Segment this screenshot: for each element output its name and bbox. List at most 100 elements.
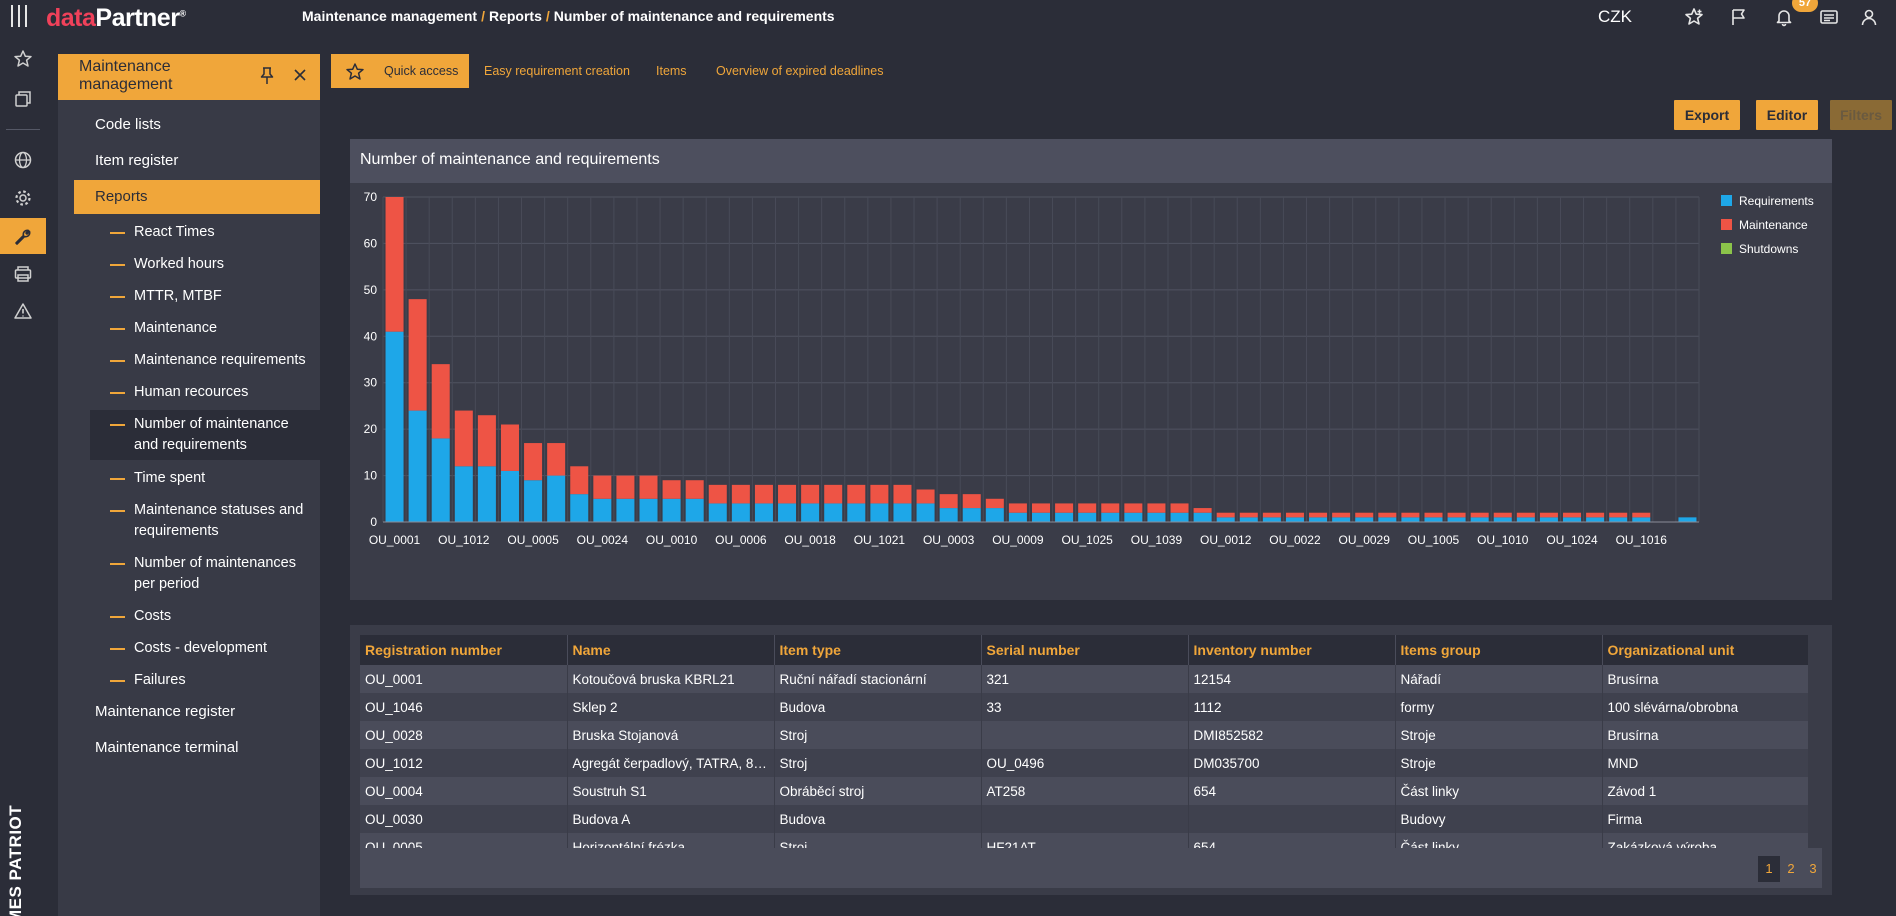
editor-button[interactable]: Editor bbox=[1756, 100, 1818, 130]
rail-divider bbox=[6, 129, 40, 130]
column-header[interactable]: Serial number bbox=[981, 635, 1189, 665]
sidebar-subitem-human-recources[interactable]: Human recources bbox=[90, 378, 320, 407]
page-button-1[interactable]: 1 bbox=[1758, 856, 1780, 882]
sidebar-subitem-maintenance[interactable]: Maintenance bbox=[90, 314, 320, 343]
table-row[interactable]: OU_1012 Agregát čerpadlový, TATRA, 815,..… bbox=[360, 749, 1813, 777]
close-icon[interactable] bbox=[292, 67, 308, 83]
sidebar-subitem-costs-development[interactable]: Costs - development bbox=[90, 634, 320, 663]
warning-icon[interactable] bbox=[0, 293, 46, 329]
bar-segment bbox=[570, 466, 589, 495]
tab-easy-requirement-creation[interactable]: Easy requirement creation bbox=[484, 64, 630, 78]
legend-swatch bbox=[1721, 243, 1732, 254]
column-header[interactable]: Inventory number bbox=[1188, 635, 1396, 665]
table-cell: OU_0004 bbox=[360, 777, 568, 805]
breadcrumb-item[interactable]: Reports bbox=[488, 8, 542, 24]
bar-segment bbox=[893, 484, 912, 504]
dash-icon bbox=[110, 264, 125, 266]
table-cell bbox=[981, 721, 1189, 749]
table-row[interactable]: OU_0030 Budova A Budova Budovy Firma bbox=[360, 805, 1813, 833]
currency-selector[interactable]: CZK bbox=[1598, 7, 1632, 26]
sidebar-subitem-number-of-maintenance[interactable]: Number of maintenance and requirements bbox=[90, 410, 320, 460]
legend-item-shutdowns[interactable]: Shutdowns bbox=[1721, 242, 1798, 256]
table-row[interactable]: OU_0004 Soustruh S1 Obráběcí stroj AT258 654… bbox=[360, 777, 1813, 805]
sidebar-item-maintenance-terminal[interactable]: Maintenance terminal bbox=[95, 739, 239, 756]
copy-icon[interactable] bbox=[0, 81, 46, 117]
sidebar-subitem-costs[interactable]: Costs bbox=[90, 602, 320, 631]
pin-icon[interactable] bbox=[258, 66, 276, 86]
bar-segment bbox=[870, 484, 889, 504]
x-tick-label: OU_0006 bbox=[715, 533, 767, 547]
x-tick-label: OU_0024 bbox=[577, 533, 629, 547]
bell-icon[interactable] bbox=[1774, 7, 1794, 27]
sidebar-subitem-time-spent[interactable]: Time spent bbox=[90, 464, 320, 493]
sidebar-subitem-worked-hours[interactable]: Worked hours bbox=[90, 250, 320, 279]
dash-icon bbox=[110, 392, 125, 394]
news-icon[interactable] bbox=[1819, 7, 1839, 27]
table-row[interactable]: OU_0001 Kotoučová bruska KBRL21 Ruční nářa… bbox=[360, 665, 1813, 693]
legend-item-requirements[interactable]: Requirements bbox=[1721, 194, 1814, 208]
tab-quick-access[interactable]: Quick access bbox=[331, 54, 469, 88]
column-header[interactable]: Item type bbox=[774, 635, 982, 665]
star-icon[interactable] bbox=[0, 41, 46, 77]
bar-segment bbox=[1563, 512, 1582, 518]
tab-expired-deadlines[interactable]: Overview of expired deadlines bbox=[716, 64, 884, 78]
table-row[interactable]: OU_0028 Bruska Stojanová Stroj DMI852582 Str… bbox=[360, 721, 1813, 749]
table-row[interactable]: OU_0005 Horizontální frézka Stroj HF21AT 654… bbox=[360, 833, 1813, 848]
bar-segment bbox=[1008, 512, 1027, 522]
table-cell: Stroje bbox=[1395, 749, 1603, 777]
bar-segment bbox=[962, 494, 981, 509]
bar-segment bbox=[939, 508, 958, 522]
column-header[interactable]: Organizational unit bbox=[1602, 635, 1813, 665]
legend-item-maintenance[interactable]: Maintenance bbox=[1721, 218, 1808, 232]
top-bar: dataPartner® Maintenance management / Repo… bbox=[0, 0, 1896, 34]
bar-segment bbox=[500, 470, 519, 522]
bar-segment bbox=[385, 197, 404, 332]
sidebar-subitem-react-times[interactable]: React Times bbox=[90, 218, 320, 247]
sidebar-subitem-failures[interactable]: Failures bbox=[90, 666, 320, 695]
favorite-star-icon[interactable] bbox=[1684, 7, 1704, 27]
bar-segment bbox=[1055, 512, 1074, 522]
x-tick-label: OU_1021 bbox=[854, 533, 906, 547]
globe-icon[interactable] bbox=[0, 142, 46, 178]
bar-segment bbox=[1147, 512, 1166, 522]
sidebar-subitem-maintenance-requirements[interactable]: Maintenance requirements bbox=[90, 346, 320, 375]
chart-title: Number of maintenance and requirements bbox=[350, 139, 1832, 183]
wrench-icon[interactable] bbox=[0, 218, 46, 254]
column-header[interactable]: Name bbox=[567, 635, 775, 665]
x-tick-label: OU_0009 bbox=[992, 533, 1044, 547]
table-cell: 1112 bbox=[1188, 693, 1396, 721]
page-button-3[interactable]: 3 bbox=[1809, 861, 1817, 876]
table-cell: Závod 1 bbox=[1602, 777, 1813, 805]
sidebar-item-maintenance-register[interactable]: Maintenance register bbox=[95, 703, 236, 720]
export-button[interactable]: Export bbox=[1674, 100, 1740, 130]
sidebar-item-reports[interactable]: Reports bbox=[74, 180, 320, 214]
logo[interactable]: dataPartner® bbox=[46, 4, 186, 32]
notification-badge[interactable]: 57 bbox=[1792, 0, 1818, 12]
tab-items[interactable]: Items bbox=[656, 64, 687, 78]
sidebar-subitem-mttr-mtbf[interactable]: MTTR, MTBF bbox=[90, 282, 320, 311]
breadcrumb-item[interactable]: Maintenance management bbox=[302, 8, 478, 24]
subitem-label: Worked hours bbox=[134, 256, 224, 272]
table-cell: Budova A bbox=[567, 805, 775, 833]
menu-icon[interactable] bbox=[8, 5, 30, 27]
column-header[interactable]: Items group bbox=[1395, 635, 1603, 665]
sidebar-subitem-maintenance-statuses[interactable]: Maintenance statuses and requirements bbox=[90, 496, 320, 546]
bar-segment bbox=[385, 331, 404, 522]
page-button-2[interactable]: 2 bbox=[1787, 861, 1795, 876]
bar-segment bbox=[1609, 512, 1628, 518]
bar-segment bbox=[662, 498, 681, 522]
bar-segment bbox=[454, 410, 473, 467]
bar-segment bbox=[1193, 508, 1212, 513]
bar-segment bbox=[1632, 512, 1651, 518]
user-icon[interactable] bbox=[1859, 7, 1879, 27]
sidebar-item-code-lists[interactable]: Code lists bbox=[95, 116, 161, 133]
vertical-scrollbar[interactable] bbox=[1808, 635, 1822, 848]
sidebar-subitem-maintenances-per-period[interactable]: Number of maintenances per period bbox=[90, 549, 320, 599]
column-header[interactable]: Registration number bbox=[360, 635, 568, 665]
printer-icon[interactable] bbox=[0, 256, 46, 292]
table-row[interactable]: OU_1046 Sklep 2 Budova 33 1112 formy 100 slévá… bbox=[360, 693, 1813, 721]
gear-icon[interactable] bbox=[0, 180, 46, 216]
bar-segment bbox=[801, 484, 820, 504]
flag-icon[interactable] bbox=[1729, 7, 1749, 27]
sidebar-item-item-register[interactable]: Item register bbox=[95, 152, 179, 169]
